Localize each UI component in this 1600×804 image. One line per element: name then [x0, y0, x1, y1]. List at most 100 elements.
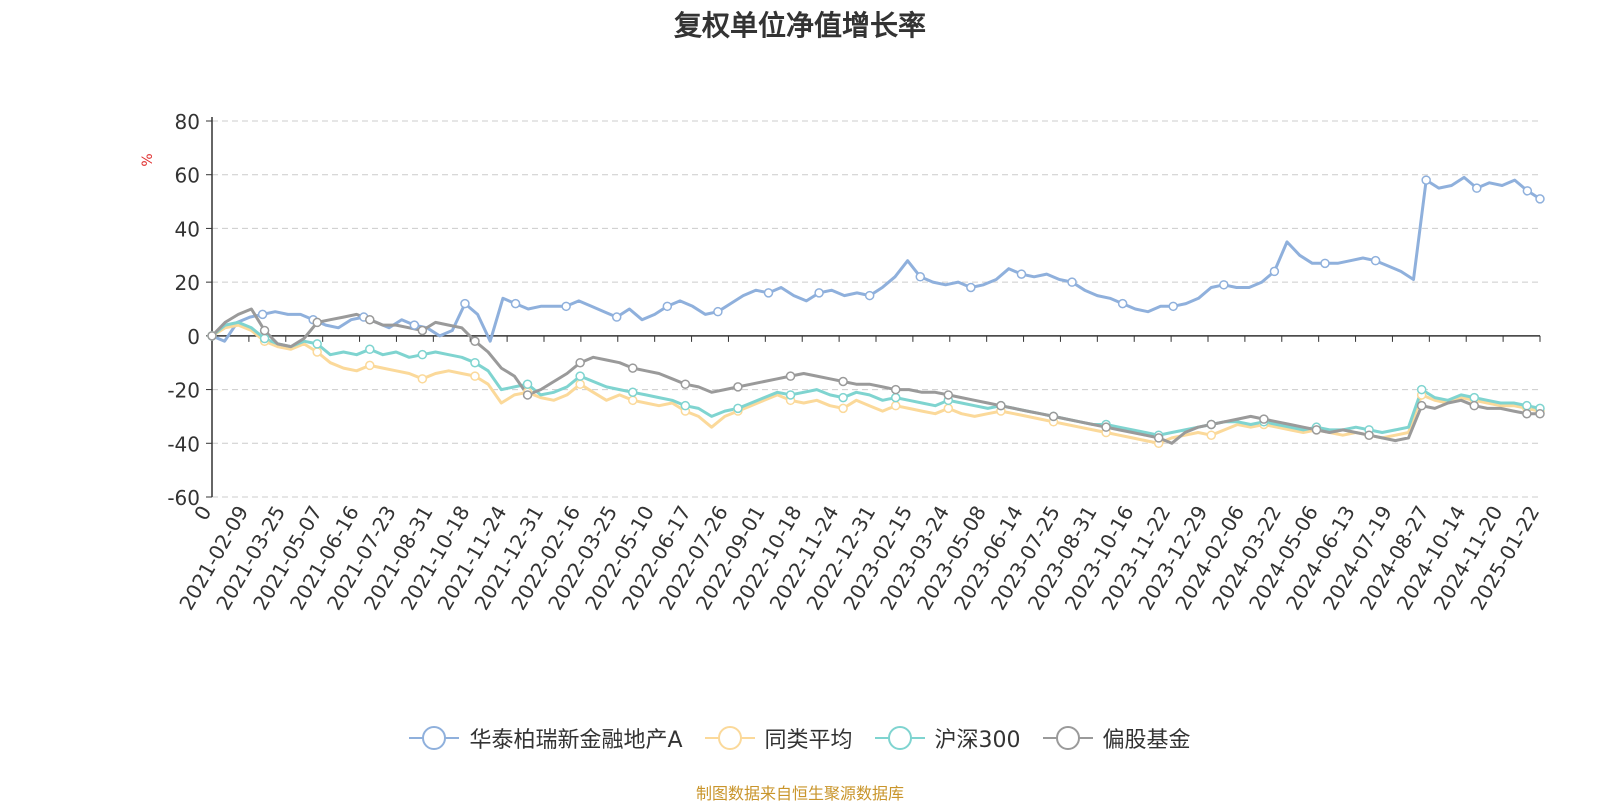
- legend-item-csi300[interactable]: 沪深300: [874, 722, 1021, 754]
- series-line-3: [210, 307, 1540, 445]
- data-point: [460, 298, 470, 309]
- data-point: [257, 309, 268, 320]
- legend: 华泰柏瑞新金融地产A 同类平均 沪深300 偏股基金: [0, 722, 1600, 754]
- chart-title: 复权单位净值增长率: [673, 9, 926, 42]
- data-point: [365, 344, 375, 355]
- legend-label-fund: 华泰柏瑞新金融地产A: [469, 728, 683, 753]
- data-point: [785, 371, 796, 381]
- data-point: [628, 387, 638, 398]
- y-tick-label: 20: [175, 271, 200, 295]
- data-point: [470, 357, 480, 368]
- legend-label-csi300: 沪深300: [934, 728, 1021, 753]
- data-point: [1522, 408, 1532, 419]
- data-point: [1469, 392, 1480, 403]
- y-tick-label: 40: [175, 217, 200, 241]
- data-point: [417, 325, 428, 336]
- data-point: [733, 403, 743, 414]
- data-point: [680, 379, 691, 389]
- data-point: [1522, 186, 1533, 196]
- data-point: [312, 347, 322, 357]
- data-point: [470, 336, 480, 346]
- data-point: [1364, 430, 1374, 440]
- y-axis-label: %: [140, 153, 156, 166]
- data-point: [312, 317, 322, 328]
- y-tick-label: -60: [167, 486, 200, 510]
- data-point: [1206, 430, 1217, 440]
- data-point: [996, 400, 1006, 411]
- data-point: [1469, 400, 1480, 411]
- data-point: [1153, 433, 1164, 443]
- data-point: [1048, 411, 1059, 422]
- data-point: [680, 400, 691, 411]
- data-point: [259, 325, 270, 336]
- data-point: [785, 390, 796, 400]
- data-point: [522, 379, 533, 389]
- data-point: [890, 400, 901, 411]
- legend-item-fund[interactable]: 华泰柏瑞新金融地产A: [409, 722, 683, 754]
- data-point: [1370, 255, 1381, 266]
- data-point: [628, 363, 638, 373]
- data-point: [1269, 266, 1280, 277]
- data-point: [312, 339, 322, 349]
- series-markers: [207, 175, 1545, 449]
- data-point: [207, 331, 217, 341]
- data-point: [1472, 183, 1482, 193]
- y-tick-label: -40: [167, 432, 200, 456]
- legend-label-peer-average: 同类平均: [764, 728, 853, 753]
- data-point: [763, 288, 774, 298]
- data-point: [943, 403, 954, 414]
- data-point: [915, 272, 926, 282]
- data-point: [1416, 384, 1427, 395]
- data-point: [1168, 301, 1178, 312]
- data-point: [890, 392, 901, 403]
- data-point: [713, 306, 723, 317]
- data-point: [1421, 175, 1431, 185]
- data-point: [409, 320, 420, 330]
- y-tick-label: 60: [175, 164, 200, 188]
- legend-swatch-equity-funds: [1042, 726, 1093, 750]
- legend-swatch-fund: [409, 726, 460, 750]
- data-point: [838, 392, 848, 403]
- data-point: [890, 384, 901, 395]
- data-point: [814, 288, 824, 298]
- legend-item-equity-funds[interactable]: 偏股基金: [1042, 722, 1191, 754]
- y-tick-label: 80: [175, 110, 200, 134]
- data-point: [1117, 298, 1128, 309]
- data-point: [510, 298, 521, 309]
- data-point: [1101, 422, 1111, 432]
- data-point: [417, 374, 428, 384]
- y-tick-label: 0: [187, 325, 200, 349]
- data-point: [838, 376, 848, 387]
- series-line-0: [211, 175, 1541, 343]
- data-point: [611, 312, 622, 322]
- legend-item-peer-average[interactable]: 同类平均: [704, 722, 853, 754]
- data-point: [733, 382, 743, 392]
- data-point: [259, 333, 270, 344]
- data-point: [943, 390, 954, 400]
- source-note: 制图数据来自恒生聚源数据库: [695, 784, 904, 803]
- data-point: [1535, 408, 1545, 419]
- data-point: [966, 282, 976, 293]
- data-point: [561, 301, 571, 312]
- data-point: [1311, 425, 1322, 435]
- gridlines: [212, 120, 1540, 498]
- data-point: [628, 395, 638, 406]
- y-tick-label: -20: [167, 379, 200, 403]
- data-point: [470, 371, 480, 381]
- data-point: [575, 379, 585, 389]
- data-point: [1016, 269, 1027, 279]
- data-point: [1206, 419, 1217, 430]
- data-point: [662, 301, 673, 312]
- data-point: [1522, 400, 1532, 411]
- data-point: [1535, 194, 1545, 204]
- data-point: [864, 290, 875, 301]
- series-lines: [210, 175, 1541, 445]
- data-point: [575, 371, 585, 381]
- data-point: [1416, 400, 1427, 411]
- legend-swatch-csi300: [874, 726, 925, 750]
- data-point: [365, 360, 375, 371]
- data-point: [575, 357, 585, 368]
- data-point: [838, 403, 848, 414]
- data-point: [1259, 414, 1269, 424]
